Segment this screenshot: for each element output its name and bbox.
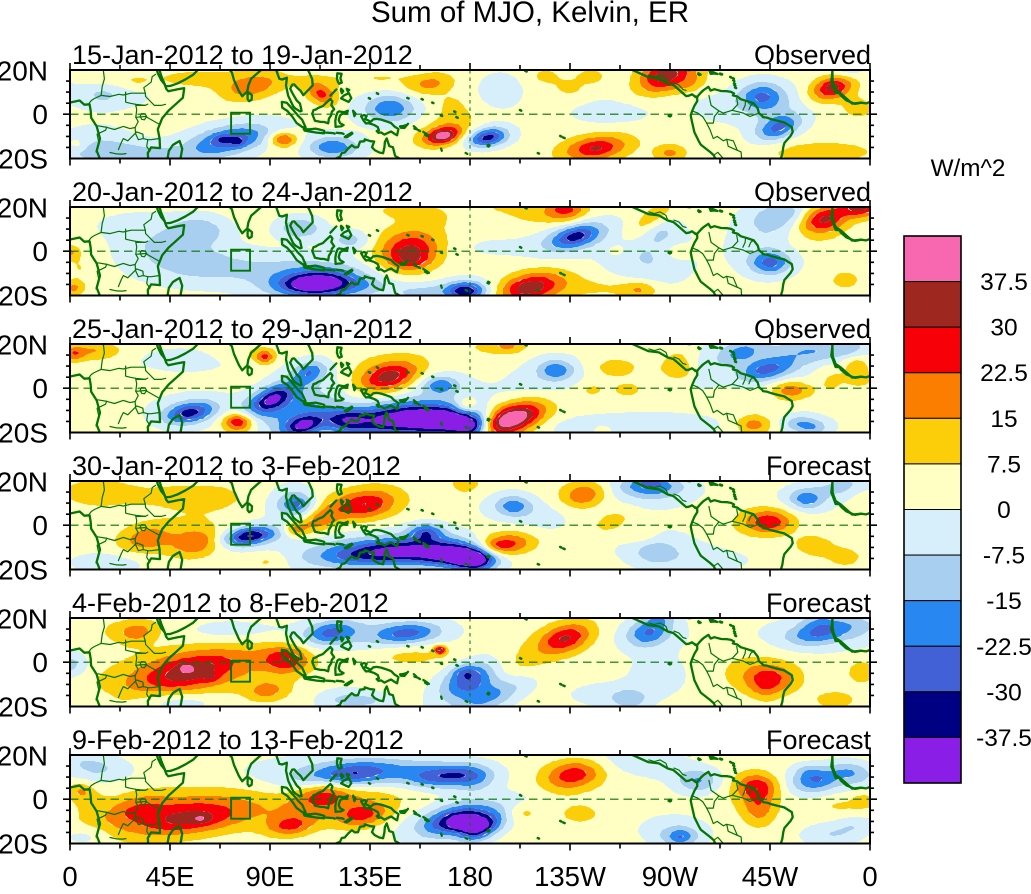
svg-text:0: 0 xyxy=(32,99,48,130)
svg-text:0: 0 xyxy=(32,510,48,541)
svg-text:0: 0 xyxy=(32,373,48,404)
svg-text:135E: 135E xyxy=(338,861,402,889)
svg-text:30-Jan-2012 to 3-Feb-2012: 30-Jan-2012 to 3-Feb-2012 xyxy=(72,451,401,481)
svg-text:15-Jan-2012 to 19-Jan-2012: 15-Jan-2012 to 19-Jan-2012 xyxy=(72,40,413,70)
svg-text:7.5: 7.5 xyxy=(987,451,1021,478)
svg-text:20N: 20N xyxy=(0,741,48,772)
svg-text:0: 0 xyxy=(997,497,1011,524)
svg-text:20N: 20N xyxy=(0,56,48,87)
svg-text:0: 0 xyxy=(32,236,48,267)
svg-text:20S: 20S xyxy=(0,281,48,312)
svg-text:-30: -30 xyxy=(986,679,1021,706)
svg-text:15: 15 xyxy=(990,406,1017,433)
svg-text:-15: -15 xyxy=(986,588,1021,615)
svg-text:135W: 135W xyxy=(534,861,606,889)
svg-text:20S: 20S xyxy=(0,692,48,723)
svg-text:Forecast: Forecast xyxy=(766,588,872,618)
svg-text:Forecast: Forecast xyxy=(766,451,872,481)
svg-text:W/m^2: W/m^2 xyxy=(931,155,1006,182)
svg-text:25-Jan-2012 to 29-Jan-2012: 25-Jan-2012 to 29-Jan-2012 xyxy=(72,314,413,344)
svg-text:20N: 20N xyxy=(0,193,48,224)
svg-text:20-Jan-2012 to 24-Jan-2012: 20-Jan-2012 to 24-Jan-2012 xyxy=(72,177,413,207)
svg-text:-7.5: -7.5 xyxy=(983,543,1025,570)
svg-text:Forecast: Forecast xyxy=(766,725,872,755)
svg-text:45W: 45W xyxy=(742,861,799,889)
svg-text:0: 0 xyxy=(62,861,77,889)
svg-text:20S: 20S xyxy=(0,144,48,175)
svg-text:0: 0 xyxy=(862,861,877,889)
svg-text:20N: 20N xyxy=(0,330,48,361)
svg-text:-37.5: -37.5 xyxy=(976,725,1031,752)
svg-text:20S: 20S xyxy=(0,555,48,586)
svg-text:Sum of MJO, Kelvin, ER: Sum of MJO, Kelvin, ER xyxy=(371,0,689,29)
svg-text:0: 0 xyxy=(32,647,48,678)
svg-text:0: 0 xyxy=(32,784,48,815)
svg-text:20S: 20S xyxy=(0,829,48,860)
svg-text:30: 30 xyxy=(990,315,1017,342)
svg-text:Observed: Observed xyxy=(754,177,871,207)
svg-text:90W: 90W xyxy=(642,861,699,889)
svg-text:Observed: Observed xyxy=(754,40,871,70)
svg-text:9-Feb-2012 to 13-Feb-2012: 9-Feb-2012 to 13-Feb-2012 xyxy=(72,725,404,755)
svg-text:90E: 90E xyxy=(246,861,295,889)
svg-text:20N: 20N xyxy=(0,467,48,498)
svg-text:4-Feb-2012 to 8-Feb-2012: 4-Feb-2012 to 8-Feb-2012 xyxy=(72,588,389,618)
svg-text:Observed: Observed xyxy=(754,314,871,344)
svg-text:37.5: 37.5 xyxy=(980,269,1028,296)
svg-text:20N: 20N xyxy=(0,604,48,635)
svg-text:22.5: 22.5 xyxy=(980,360,1028,387)
svg-text:45E: 45E xyxy=(146,861,195,889)
svg-text:-22.5: -22.5 xyxy=(976,634,1031,661)
svg-text:180: 180 xyxy=(447,861,493,889)
svg-text:20S: 20S xyxy=(0,418,48,449)
